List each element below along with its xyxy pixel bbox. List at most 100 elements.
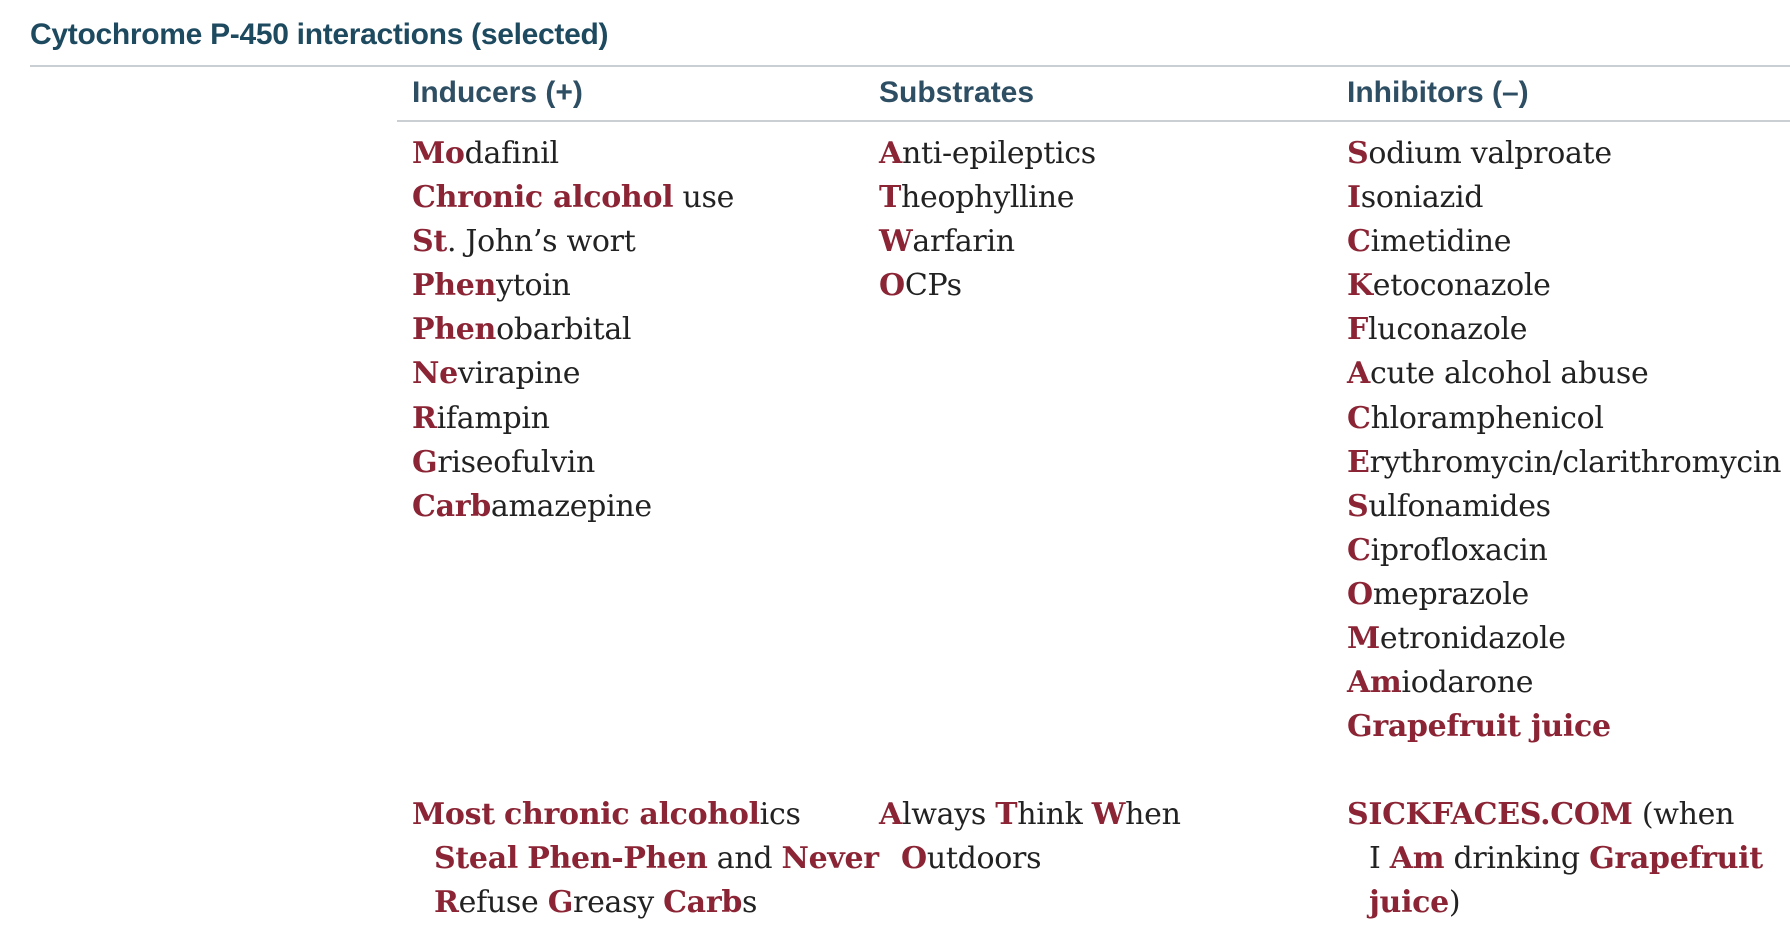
drug-item: Ketoconazole	[1347, 264, 1781, 308]
drug-item: Chronic alcohol use	[412, 176, 734, 220]
drug-item: Theophylline	[879, 176, 1096, 220]
highlight-text: M	[1347, 621, 1380, 657]
highlight-text: chronic alcohol	[504, 797, 760, 832]
header-divider	[397, 120, 1790, 122]
plain-text: ulfonamides	[1368, 488, 1551, 524]
plain-text	[518, 841, 527, 876]
drug-item: St. John’s wort	[412, 220, 734, 264]
inducers-list: Modafinil Chronic alcohol use St. John’s w…	[412, 132, 734, 529]
page-title: Cytochrome P-450 interactions (selected)	[30, 18, 609, 51]
title-divider	[30, 65, 1790, 67]
plain-text: amazepine	[490, 488, 652, 524]
drug-item: Rifampin	[412, 397, 734, 441]
plain-text: virapine	[457, 356, 581, 392]
highlight-text: Chronic alcohol	[412, 180, 674, 216]
drug-item: Omeprazole	[1347, 573, 1781, 617]
highlight-text: K	[1347, 268, 1373, 304]
mnemonic-line: Always Think When	[879, 793, 1181, 837]
plain-text: efuse	[458, 885, 548, 921]
plain-text: obarbital	[496, 312, 632, 348]
plain-text: )	[1448, 885, 1461, 921]
highlight-text: A	[1347, 356, 1370, 392]
drug-item: Griseofulvin	[412, 441, 734, 485]
plain-text: luconazole	[1368, 312, 1528, 348]
highlight-text: Never	[781, 841, 879, 877]
drug-item: Metronidazole	[1347, 617, 1781, 661]
plain-text: (when	[1632, 797, 1735, 832]
highlight-text: Grapefruit juice	[1347, 709, 1611, 745]
drug-item: Phenytoin	[412, 264, 734, 308]
inducers-mnemonic: Most chronic alcoholics Steal Phen-Phen a…	[412, 793, 879, 925]
highlight-text: C	[1347, 224, 1371, 260]
inhibitors-mnemonic: SICKFACES.COM (when I Am drinking Grapefr…	[1347, 793, 1763, 925]
plain-text: utdoors	[926, 841, 1042, 877]
highlight-text: A	[879, 136, 902, 171]
drug-item: Phenobarbital	[412, 308, 734, 352]
plain-text: ytoin	[496, 268, 571, 304]
mnemonic-line: Steal Phen-Phen and Never	[412, 837, 879, 881]
highlight-text: Am	[1389, 841, 1445, 877]
highlight-text: I	[1347, 180, 1361, 216]
highlight-text: W	[1091, 797, 1126, 832]
highlight-text: T	[995, 797, 1018, 832]
drug-item: Warfarin	[879, 220, 1096, 264]
highlight-text: Mo	[412, 136, 465, 171]
drug-item: Cimetidine	[1347, 220, 1781, 264]
plain-text: arfarin	[912, 224, 1015, 260]
highlight-text: C	[1347, 532, 1371, 568]
drug-item: Sodium valproate	[1347, 132, 1781, 176]
plain-text: I	[1369, 841, 1390, 877]
plain-text	[495, 797, 504, 832]
drug-item: Nevirapine	[412, 352, 734, 396]
highlight-text: Most	[412, 797, 495, 832]
drug-item: Modafinil	[412, 132, 734, 176]
substrates-list: Anti-epileptics Theophylline Warfarin OCPs	[879, 132, 1096, 308]
drug-item: Sulfonamides	[1347, 485, 1781, 529]
plain-text: and	[707, 841, 782, 877]
mnemonic-line: Outdoors	[879, 837, 1181, 881]
highlight-text: S	[1347, 136, 1369, 171]
plain-text: etoconazole	[1372, 268, 1551, 304]
highlight-text: Ne	[412, 356, 458, 392]
drug-item: Anti-epileptics	[879, 132, 1096, 176]
plain-text: ics	[759, 797, 801, 832]
plain-text: imetidine	[1370, 224, 1512, 260]
highlight-text: SICKFACES.COM	[1347, 797, 1633, 832]
drug-item: OCPs	[879, 264, 1096, 308]
mnemonic-line: Most chronic alcoholics	[412, 793, 879, 837]
highlight-text: O	[1347, 576, 1373, 612]
highlight-text: S	[1347, 488, 1369, 524]
plain-text: drinking	[1444, 841, 1590, 877]
highlight-text: Phen	[412, 312, 497, 348]
inducers-header: Inducers (+)	[412, 76, 583, 109]
highlight-text: O	[879, 268, 905, 304]
plain-text: s	[742, 885, 758, 921]
substrates-header: Substrates	[879, 76, 1035, 109]
highlight-text: Carb	[663, 885, 743, 921]
mnemonic-line: I Am drinking Grapefruit	[1347, 837, 1763, 881]
highlight-text: G	[547, 885, 574, 921]
drug-item: Grapefruit juice	[1347, 705, 1781, 749]
plain-text: . John’s wort	[446, 224, 636, 260]
highlight-text: St	[412, 224, 447, 260]
highlight-text: C	[1347, 400, 1371, 436]
drug-item: Erythromycin/clarithromycin	[1347, 441, 1781, 485]
plain-text: hloramphenicol	[1370, 400, 1604, 436]
mnemonic-line: juice)	[1347, 881, 1763, 925]
drug-item: Acute alcohol abuse	[1347, 352, 1781, 396]
highlight-text: Am	[1347, 665, 1402, 701]
highlight-text: R	[412, 400, 437, 436]
highlight-text: W	[879, 224, 913, 260]
inhibitors-list: Sodium valproate Isoniazid Cimetidine Ketoc…	[1347, 132, 1781, 749]
highlight-text: G	[412, 444, 438, 480]
drug-item: Amiodarone	[1347, 661, 1781, 705]
plain-text: meprazole	[1372, 576, 1529, 612]
drug-item: Chloramphenicol	[1347, 397, 1781, 441]
highlight-text: Phen	[412, 268, 497, 304]
highlight-text: A	[879, 797, 902, 832]
drug-item: Carbamazepine	[412, 485, 734, 529]
inhibitors-header: Inhibitors (–)	[1347, 76, 1529, 109]
plain-text: heophylline	[901, 180, 1075, 216]
highlight-text: T	[879, 180, 902, 216]
substrates-mnemonic: Always Think When Outdoors	[879, 793, 1181, 881]
